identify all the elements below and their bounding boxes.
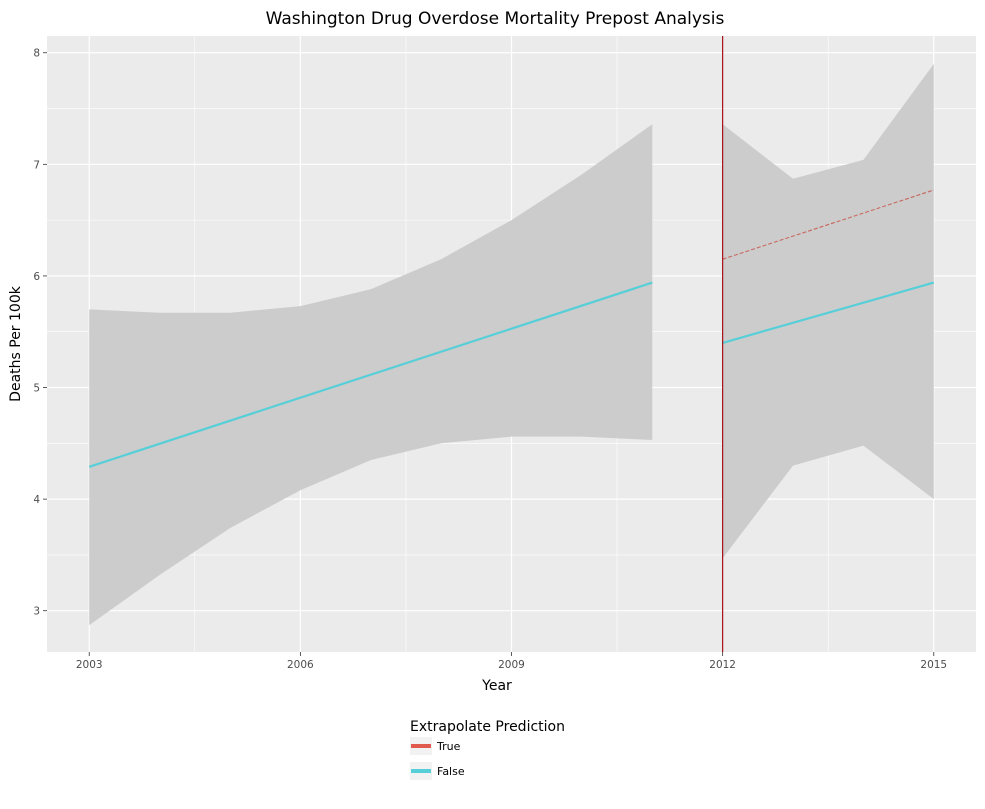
y-axis-title: Deaths Per 100k [8,285,24,402]
x-axis-title: Year [481,678,512,694]
x-tick-label: 2003 [76,659,103,671]
y-axis: 3 4 5 6 7 8 [33,48,47,618]
series-lines [88,189,935,468]
x-tick-label: 2015 [920,659,947,671]
x-tick-label: 2012 [709,659,736,671]
extrapolated-prediction-line [722,189,934,260]
fitted-trend-line [722,281,935,344]
fitted-trend-line [88,281,653,468]
y-tick-label: 6 [33,271,40,283]
y-tick-label: 3 [33,606,40,618]
y-tick-label: 4 [33,494,40,506]
y-tick-label: 8 [33,48,40,60]
legend-label-true: True [436,740,461,753]
legend-label-false: False [437,765,465,778]
y-tick-label: 7 [33,159,40,171]
legend: Extrapolate Prediction True False [410,719,565,780]
y-tick-label: 5 [33,383,40,395]
x-axis: 2003 2006 2009 2012 2015 [76,652,947,671]
x-tick-label: 2006 [287,659,314,671]
confidence-band [722,63,934,559]
x-tick-label: 2009 [498,659,525,671]
chart-title: Washington Drug Overdose Mortality Prepo… [266,9,725,29]
legend-title: Extrapolate Prediction [410,719,565,735]
